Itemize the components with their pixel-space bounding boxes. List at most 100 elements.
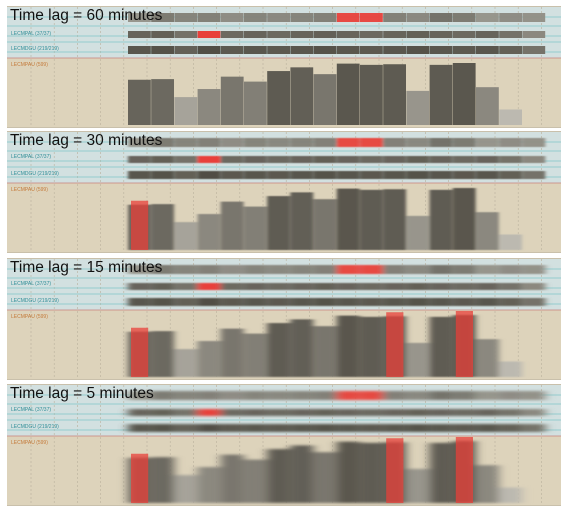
track3-bar	[128, 79, 151, 125]
highlight-column	[386, 438, 404, 503]
track3-bar	[244, 81, 267, 125]
track2-bar	[151, 46, 174, 54]
track2-bar	[452, 31, 476, 38]
track2-bar	[267, 409, 290, 416]
track2-bar	[499, 424, 522, 432]
track2-bar	[476, 31, 499, 38]
track2-bar	[452, 409, 476, 416]
bar-group	[128, 391, 546, 503]
track1-bar	[151, 13, 174, 22]
track2-bar	[429, 171, 453, 179]
track3-bar	[244, 333, 267, 377]
track2-bar	[476, 283, 499, 290]
track1-bar	[406, 391, 430, 400]
track1-bar	[290, 138, 314, 147]
track2-bar	[267, 156, 290, 163]
track1-bar	[406, 138, 430, 147]
track2-bar	[151, 298, 174, 306]
track3-bar	[476, 212, 499, 250]
track2-bar	[360, 298, 383, 306]
track1-bar	[128, 13, 151, 22]
highlight-column	[386, 312, 404, 377]
track-label-2: LECMDGU (219/219)	[11, 171, 59, 177]
track2-bar	[267, 298, 290, 306]
track2-bar	[522, 424, 546, 432]
track2-bar	[383, 171, 406, 179]
track1-bar	[197, 391, 221, 400]
track2-bar	[128, 156, 151, 163]
panel-title: Time lag = 15 minutes	[10, 259, 163, 276]
track3-bar	[313, 199, 337, 250]
track1-bar	[429, 391, 453, 400]
track2-bar	[476, 46, 499, 54]
track1-bar	[499, 13, 522, 22]
track3-bar	[360, 442, 383, 503]
track3-bar	[244, 459, 267, 503]
track2-bar	[522, 283, 546, 290]
track3-bar	[313, 452, 337, 503]
track3-bar	[290, 319, 314, 377]
track2-bar	[128, 46, 151, 54]
track3-bar	[336, 315, 360, 377]
track1-bar	[522, 13, 546, 22]
track2-bar	[499, 283, 522, 290]
track3-bar	[383, 64, 406, 125]
track1-bar	[267, 265, 290, 274]
track2-bar	[476, 409, 499, 416]
track2-bar	[313, 298, 337, 306]
track2-bar	[452, 298, 476, 306]
track2-bar	[429, 424, 453, 432]
track1-bar	[476, 265, 499, 274]
track3-bar	[220, 201, 244, 250]
track3-bar	[476, 339, 499, 377]
track1-bar	[336, 13, 360, 22]
track2-bar	[128, 298, 151, 306]
track2-bar	[336, 156, 360, 163]
track1-bar	[336, 391, 360, 400]
track2-bar	[220, 171, 244, 179]
highlight-column	[455, 437, 473, 503]
track2-bar	[522, 31, 546, 38]
track3-bar	[406, 342, 430, 377]
track2-bar	[406, 283, 430, 290]
track-label-2: LECMDGU (219/219)	[11, 46, 59, 52]
panel-title: Time lag = 5 minutes	[10, 385, 154, 402]
track2-bar	[197, 424, 221, 432]
track2-bar	[452, 156, 476, 163]
highlight-column	[131, 327, 149, 377]
track2-bar	[244, 46, 267, 54]
track2-bar	[522, 409, 546, 416]
track2-bar	[174, 31, 198, 38]
track2-bar	[244, 31, 267, 38]
track3-bar	[244, 206, 267, 250]
track1-bar	[452, 13, 476, 22]
track2-bar	[452, 283, 476, 290]
track3-bar	[220, 76, 244, 125]
track1-bar	[267, 13, 290, 22]
track2-bar	[197, 409, 221, 416]
track1-bar	[174, 391, 198, 400]
bar-group	[128, 138, 546, 250]
track2-bar	[220, 298, 244, 306]
track-label-2: LECMDGU (219/219)	[11, 424, 59, 430]
track2-bar	[360, 46, 383, 54]
track2-bar	[128, 409, 151, 416]
track2-bar	[452, 46, 476, 54]
track2-bar	[174, 46, 198, 54]
track1-bar	[128, 138, 151, 147]
track2-bar	[197, 298, 221, 306]
track3-bar	[313, 326, 337, 377]
track2-bar	[360, 31, 383, 38]
track3-bar	[452, 188, 476, 250]
track2-bar	[220, 46, 244, 54]
track2-bar	[406, 298, 430, 306]
track2-bar	[174, 171, 198, 179]
track1-bar	[244, 265, 267, 274]
track-label-3: LECMPAU (599)	[11, 62, 48, 68]
panel-title: Time lag = 60 minutes	[10, 7, 163, 24]
track2-bar	[290, 424, 314, 432]
track3-bar	[429, 442, 453, 503]
track1-bar	[476, 138, 499, 147]
panel-lag-5: LECMPAL (37/37) LECMDGU (219/219) LECMPA…	[7, 384, 561, 506]
track2-bar	[267, 46, 290, 54]
